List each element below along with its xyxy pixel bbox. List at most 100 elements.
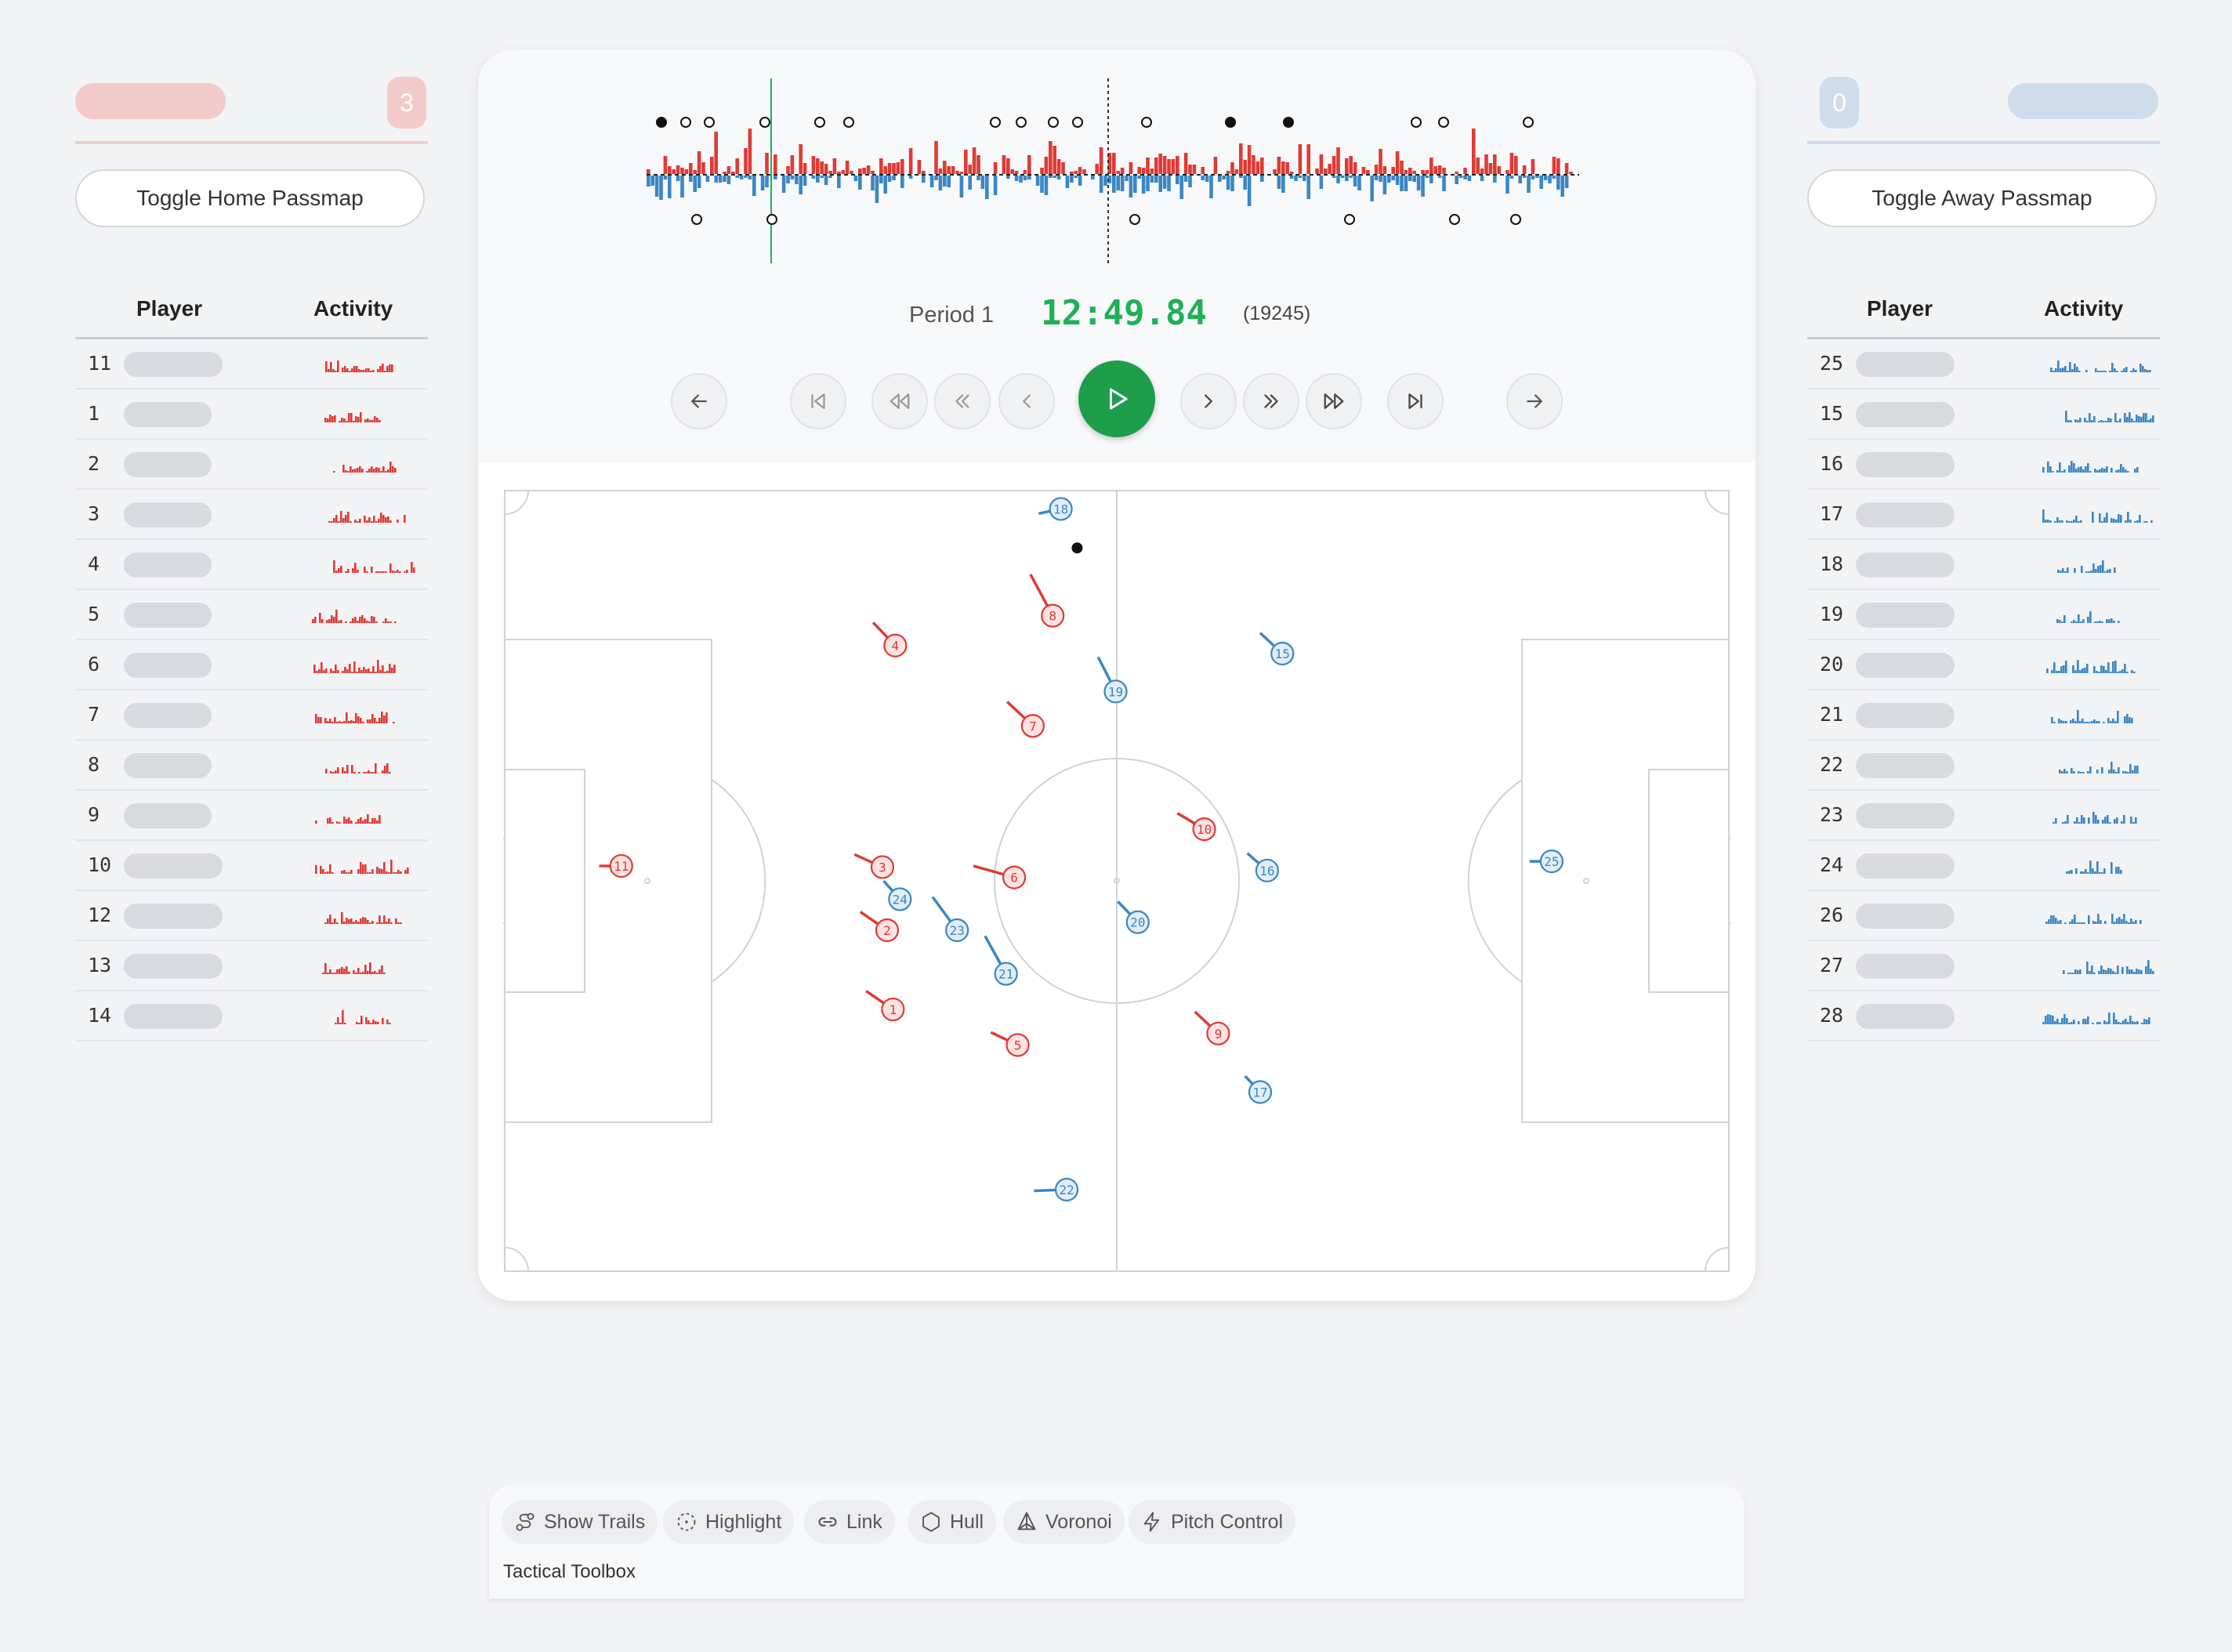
home-player-marker[interactable]: 7 [1005,701,1045,738]
away-player-row[interactable]: 15 [1807,389,2160,440]
away-player-row[interactable]: 24 [1807,841,2160,891]
away-player-row[interactable]: 23 [1807,791,2160,841]
pitch-control-button[interactable]: Pitch Control [1129,1500,1296,1544]
activity-bar [329,864,332,874]
activity-bar [389,664,391,673]
fast-rewind-button[interactable] [871,373,928,429]
home-player-row[interactable]: 11 [75,339,428,389]
skip-to-end-button[interactable] [1387,373,1444,429]
toggle-away-passmap-button[interactable]: Toggle Away Passmap [1807,169,2157,227]
away-player-marker[interactable]: 15 [1259,632,1295,666]
timeline-home-bar [731,172,735,174]
home-player-marker[interactable]: 6 [973,864,1027,889]
activity-bar [2146,521,2148,523]
activity-bar [352,469,354,473]
timeline-away-bar [1019,176,1023,183]
match-timeline[interactable] [478,50,1756,285]
activity-bar [2079,670,2082,673]
home-player-marker[interactable]: 11 [599,853,633,879]
step-forward-button[interactable] [1180,373,1237,429]
activity-bar [364,918,367,924]
home-player-row[interactable]: 4 [75,540,428,590]
home-player-row[interactable]: 12 [75,891,428,941]
skip-to-start-button[interactable] [790,373,846,429]
step-forward-arrow-button[interactable] [1506,373,1563,429]
home-player-row[interactable]: 10 [75,841,428,891]
voronoi-button[interactable]: Voronoi [1003,1500,1125,1544]
away-player-row[interactable]: 16 [1807,440,2160,490]
away-player-marker[interactable]: 22 [1034,1177,1079,1202]
away-player-row[interactable]: 20 [1807,640,2160,690]
home-player-marker[interactable]: 1 [865,990,905,1022]
away-player-marker[interactable]: 23 [931,896,969,943]
home-player-row[interactable]: 9 [75,791,428,841]
toggle-home-passmap-button[interactable]: Toggle Home Passmap [75,169,425,227]
timeline-home-bar [892,163,896,174]
home-player-row[interactable]: 3 [75,490,428,540]
timeline-away-bar [1522,176,1527,178]
away-player-row[interactable]: 22 [1807,741,2160,791]
home-player-row[interactable]: 7 [75,690,428,741]
play-button[interactable] [1078,360,1155,437]
activity-bar [2105,970,2107,974]
away-player-row[interactable]: 25 [1807,339,2160,389]
activity-bar [353,661,356,673]
activity-bar [341,967,343,974]
show-trails-button[interactable]: Show Trails [502,1500,658,1544]
home-player-row[interactable]: 2 [75,440,428,490]
home-player-marker[interactable]: 9 [1194,1010,1230,1045]
home-player-marker[interactable]: 10 [1176,812,1216,842]
voronoi-icon [1017,1512,1036,1531]
activity-bar [2087,771,2089,773]
hull-button[interactable]: Hull [908,1500,997,1544]
rewind-button[interactable] [934,373,991,429]
away-player-row[interactable]: 28 [1807,991,2160,1042]
away-player-marker[interactable]: 24 [882,879,912,911]
highlight-button[interactable]: Highlight [663,1500,795,1544]
player-number: 15 [1275,647,1290,661]
activity-bar [2071,919,2074,924]
away-player-marker[interactable]: 21 [984,935,1018,986]
away-player-marker[interactable]: 25 [1529,850,1563,874]
activity-bar [332,416,334,422]
forward-button[interactable] [1243,373,1299,429]
activity-bar [2117,672,2119,673]
away-player-marker[interactable]: 16 [1246,852,1280,882]
home-player-marker[interactable]: 4 [871,621,908,658]
home-player-row[interactable]: 1 [75,389,428,440]
step-back-arrow-button[interactable] [671,373,727,429]
away-player-row[interactable]: 18 [1807,540,2160,590]
timeline-away-bar [680,176,684,197]
home-player-marker[interactable]: 5 [990,1031,1030,1057]
step-back-button[interactable] [998,373,1055,429]
activity-bar [393,872,395,874]
away-player-row[interactable]: 19 [1807,590,2160,640]
away-player-marker[interactable]: 19 [1096,656,1128,704]
away-player-marker[interactable]: 17 [1244,1074,1273,1104]
activity-bar [2067,815,2069,824]
timeline-home-bar [943,161,947,174]
away-player-row[interactable]: 21 [1807,690,2160,741]
timeline-home-bar [1332,156,1336,174]
away-player-marker[interactable]: 20 [1117,900,1150,934]
home-player-marker[interactable]: 2 [859,911,900,943]
timeline-home-bar [1158,154,1162,174]
home-player-row[interactable]: 6 [75,640,428,690]
home-player-marker[interactable]: 8 [1029,574,1065,628]
home-player-row[interactable]: 8 [75,741,428,791]
away-player-row[interactable]: 17 [1807,490,2160,540]
activity-bar [2110,969,2112,974]
activity-bar [2095,368,2097,372]
link-button[interactable]: Link [804,1500,895,1544]
fast-forward-button[interactable] [1306,373,1362,429]
home-player-marker[interactable]: 3 [853,853,895,879]
home-player-row[interactable]: 14 [75,991,428,1042]
home-player-row[interactable]: 5 [75,590,428,640]
away-player-row[interactable]: 26 [1807,891,2160,941]
away-score-badge: 0 [1820,77,1859,129]
home-player-row[interactable]: 13 [75,941,428,991]
timeline-away-bar [824,176,828,185]
away-player-row[interactable]: 27 [1807,941,2160,991]
away-player-marker[interactable]: 18 [1038,497,1073,521]
